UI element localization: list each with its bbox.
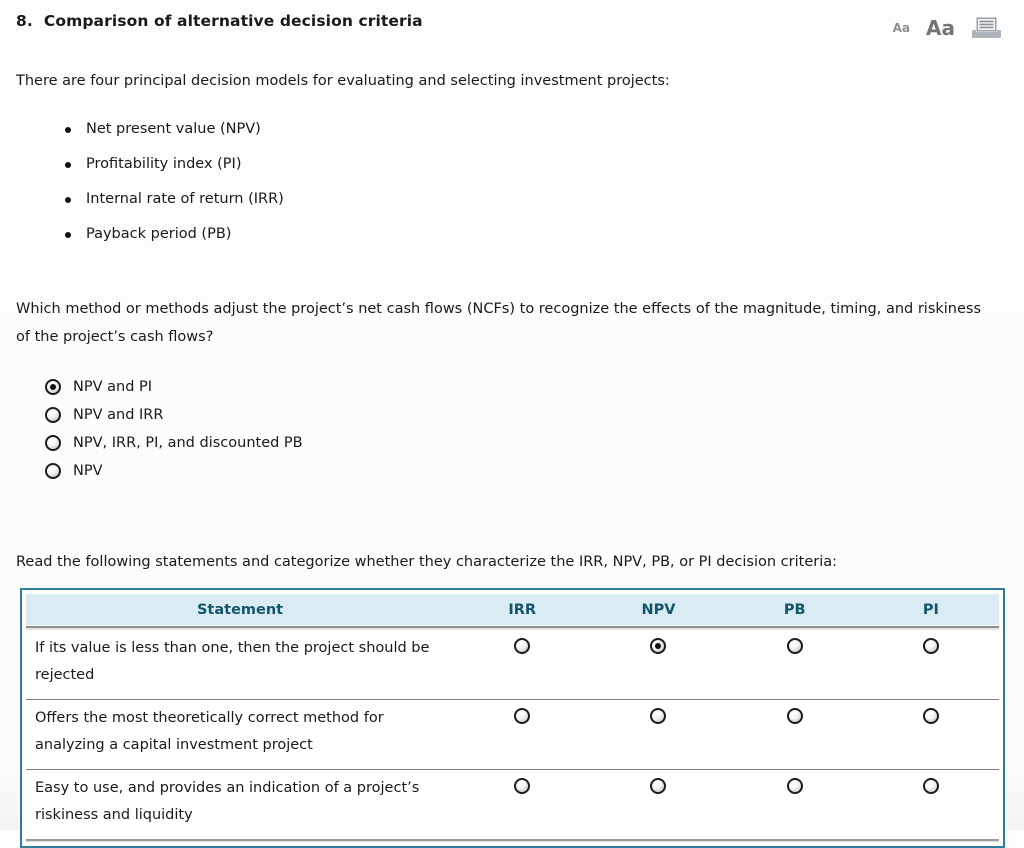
criteria-table: Statement IRR NPV PB PI If its value is … [26,594,999,842]
radio-option-label[interactable]: NPV and IRR [73,407,164,423]
column-header-irr: IRR [454,594,591,625]
pb-cell [726,769,863,839]
bullet-icon [65,127,71,133]
radio-button[interactable] [922,708,939,724]
list-item-label: Profitability index (PI) [86,156,242,172]
display-toolbar: Aa Aa [893,13,1002,43]
radio-button[interactable] [514,638,531,654]
page-header: 8. Comparison of alternative decision cri… [16,12,1008,43]
npv-cell [590,769,727,839]
radio-option-label[interactable]: NPV, IRR, PI, and discounted PB [73,435,303,451]
statement-cell: Easy to use, and provides an indication … [26,769,455,839]
table-row: Easy to use, and provides an indication … [26,769,999,839]
criteria-table-container: Statement IRR NPV PB PI If its value is … [20,588,1005,848]
pb-cell [727,630,863,700]
npv-cell [590,699,727,770]
radio-option-label[interactable]: NPV and PI [73,379,153,395]
radio-option-label[interactable]: NPV [73,463,103,479]
column-header-statement: Statement [26,594,455,625]
list-item-label: Internal rate of return (IRR) [86,191,284,207]
bullet-icon [65,232,71,238]
radio-button[interactable] [45,463,61,479]
print-button[interactable] [971,15,1002,43]
pi-cell [863,630,999,700]
list-item-label: Payback period (PB) [86,226,232,242]
table-row: Offers the most theoretically correct me… [26,699,999,770]
radio-button[interactable] [45,435,61,451]
assignment-page: 8. Comparison of alternative decision cri… [16,12,1008,848]
irr-cell [454,769,591,839]
list-item: Net present value (NPV) [65,120,1008,139]
radio-button[interactable] [514,708,531,724]
table-row: If its value is less than one, then the … [26,630,999,700]
irr-cell [454,630,590,700]
question-number: 8. [16,12,33,30]
page-title: 8. Comparison of alternative decision cri… [16,12,423,30]
radio-button[interactable] [922,778,939,794]
radio-option[interactable]: NPV, IRR, PI, and discounted PB [45,429,1008,457]
radio-option[interactable]: NPV and PI [45,373,1008,401]
pi-cell [862,769,999,839]
decision-models-list: Net present value (NPV) Profitability in… [65,120,1008,244]
radio-button[interactable] [650,708,667,724]
radio-option[interactable]: NPV and IRR [45,401,1008,429]
radio-button[interactable] [786,778,803,794]
column-header-pb: PB [726,594,863,625]
page-title-text: Comparison of alternative decision crite… [43,12,423,30]
font-size-large-button[interactable]: Aa [926,16,955,40]
bullet-icon [65,162,71,168]
radio-button[interactable] [45,407,61,423]
header-divider [26,625,999,630]
statement-cell: If its value is less than one, then the … [35,640,430,683]
intro-paragraph: There are four principal decision models… [16,73,670,89]
radio-button[interactable] [45,379,61,395]
npv-cell [590,630,726,700]
pi-cell [862,699,999,770]
radio-button[interactable] [650,638,667,654]
list-item: Payback period (PB) [65,225,1008,244]
font-size-small-button[interactable]: Aa [892,21,911,35]
bullet-icon [65,197,71,203]
irr-cell [454,699,591,770]
table-header-row: Statement IRR NPV PB PI [26,594,999,625]
statement-cell: Offers the most theoretically correct me… [26,699,455,770]
radio-option[interactable]: NPV [45,457,1008,485]
column-header-pi: PI [862,594,999,625]
pb-cell [726,699,863,770]
radio-button[interactable] [786,708,803,724]
question-text: Which method or methods adjust the proje… [16,301,982,345]
list-item: Internal rate of return (IRR) [65,190,1008,209]
categorize-instruction: Read the following statements and catego… [16,554,838,570]
radio-group: NPV and PI NPV and IRR NPV, IRR, PI, and… [45,373,1008,485]
printer-icon [972,17,1001,38]
table-bottom-divider [26,839,999,842]
radio-button[interactable] [514,778,531,794]
radio-button[interactable] [922,638,939,654]
list-item: Profitability index (PI) [65,155,1008,174]
radio-button[interactable] [786,638,803,654]
list-item-label: Net present value (NPV) [86,121,261,137]
radio-button[interactable] [650,778,667,794]
column-header-npv: NPV [590,594,727,625]
